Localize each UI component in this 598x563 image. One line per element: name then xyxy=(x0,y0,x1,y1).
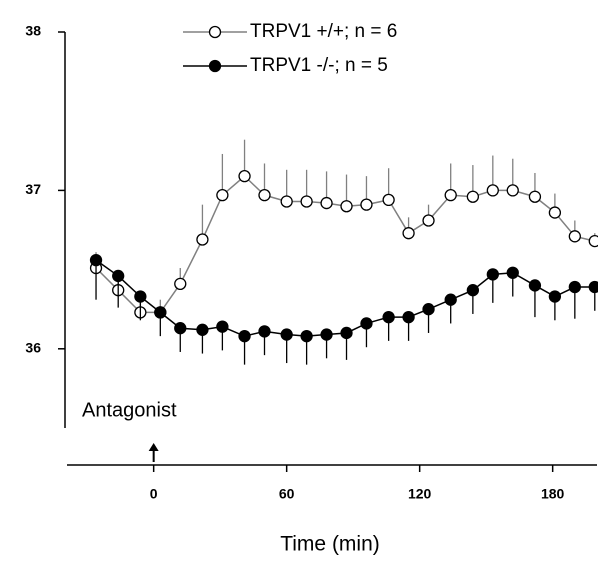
marker xyxy=(174,277,187,291)
marker xyxy=(258,189,271,202)
y-tick-label: 36 xyxy=(25,340,41,356)
marker xyxy=(506,266,519,279)
series-line xyxy=(95,175,595,314)
marker xyxy=(196,323,209,336)
marker xyxy=(444,293,457,306)
marker xyxy=(528,279,542,292)
marker xyxy=(486,184,499,197)
x-tick-label: 180 xyxy=(541,486,565,502)
marker xyxy=(320,328,333,341)
marker xyxy=(340,200,353,213)
marker xyxy=(506,184,519,197)
annotation-arrowhead xyxy=(148,443,159,451)
marker xyxy=(528,190,542,203)
marker xyxy=(466,190,480,203)
annotation: Antagonist xyxy=(82,399,177,421)
marker xyxy=(300,195,313,208)
marker xyxy=(402,227,415,240)
legend-label: TRPV1 -/-; n = 5 xyxy=(250,55,388,76)
y-tick-label: 38 xyxy=(25,23,41,39)
marker xyxy=(422,214,435,227)
marker xyxy=(280,195,293,208)
marker xyxy=(588,234,598,248)
legend-marker xyxy=(208,25,222,39)
marker xyxy=(340,326,353,340)
marker xyxy=(548,290,562,303)
marker xyxy=(280,328,293,341)
marker xyxy=(422,303,435,316)
marker xyxy=(402,310,415,324)
marker xyxy=(320,196,333,210)
legend-label: TRPV1 +/+; n = 6 xyxy=(250,21,397,42)
marker xyxy=(216,320,229,333)
marker xyxy=(196,233,209,246)
x-tick-label: 120 xyxy=(408,486,432,502)
marker xyxy=(112,269,125,283)
marker xyxy=(588,280,598,294)
marker xyxy=(466,284,480,297)
marker xyxy=(382,310,395,324)
x-axis-label: Time (min) xyxy=(280,533,380,556)
marker xyxy=(238,169,251,183)
legend-marker xyxy=(208,59,222,73)
marker xyxy=(89,253,103,267)
x-tick-label: 0 xyxy=(150,486,158,502)
marker xyxy=(216,189,229,202)
marker xyxy=(258,325,271,338)
marker xyxy=(382,193,395,207)
x-tick-label: 60 xyxy=(279,486,295,502)
y-tick-label: 37 xyxy=(25,181,41,197)
marker xyxy=(300,329,313,343)
marker xyxy=(444,189,457,202)
marker xyxy=(154,306,167,319)
marker xyxy=(568,280,581,294)
marker xyxy=(134,290,147,303)
marker xyxy=(568,230,581,243)
marker xyxy=(360,198,373,211)
marker xyxy=(486,268,499,281)
marker xyxy=(548,206,562,219)
marker xyxy=(174,322,187,335)
marker xyxy=(238,329,251,343)
marker xyxy=(360,317,373,330)
